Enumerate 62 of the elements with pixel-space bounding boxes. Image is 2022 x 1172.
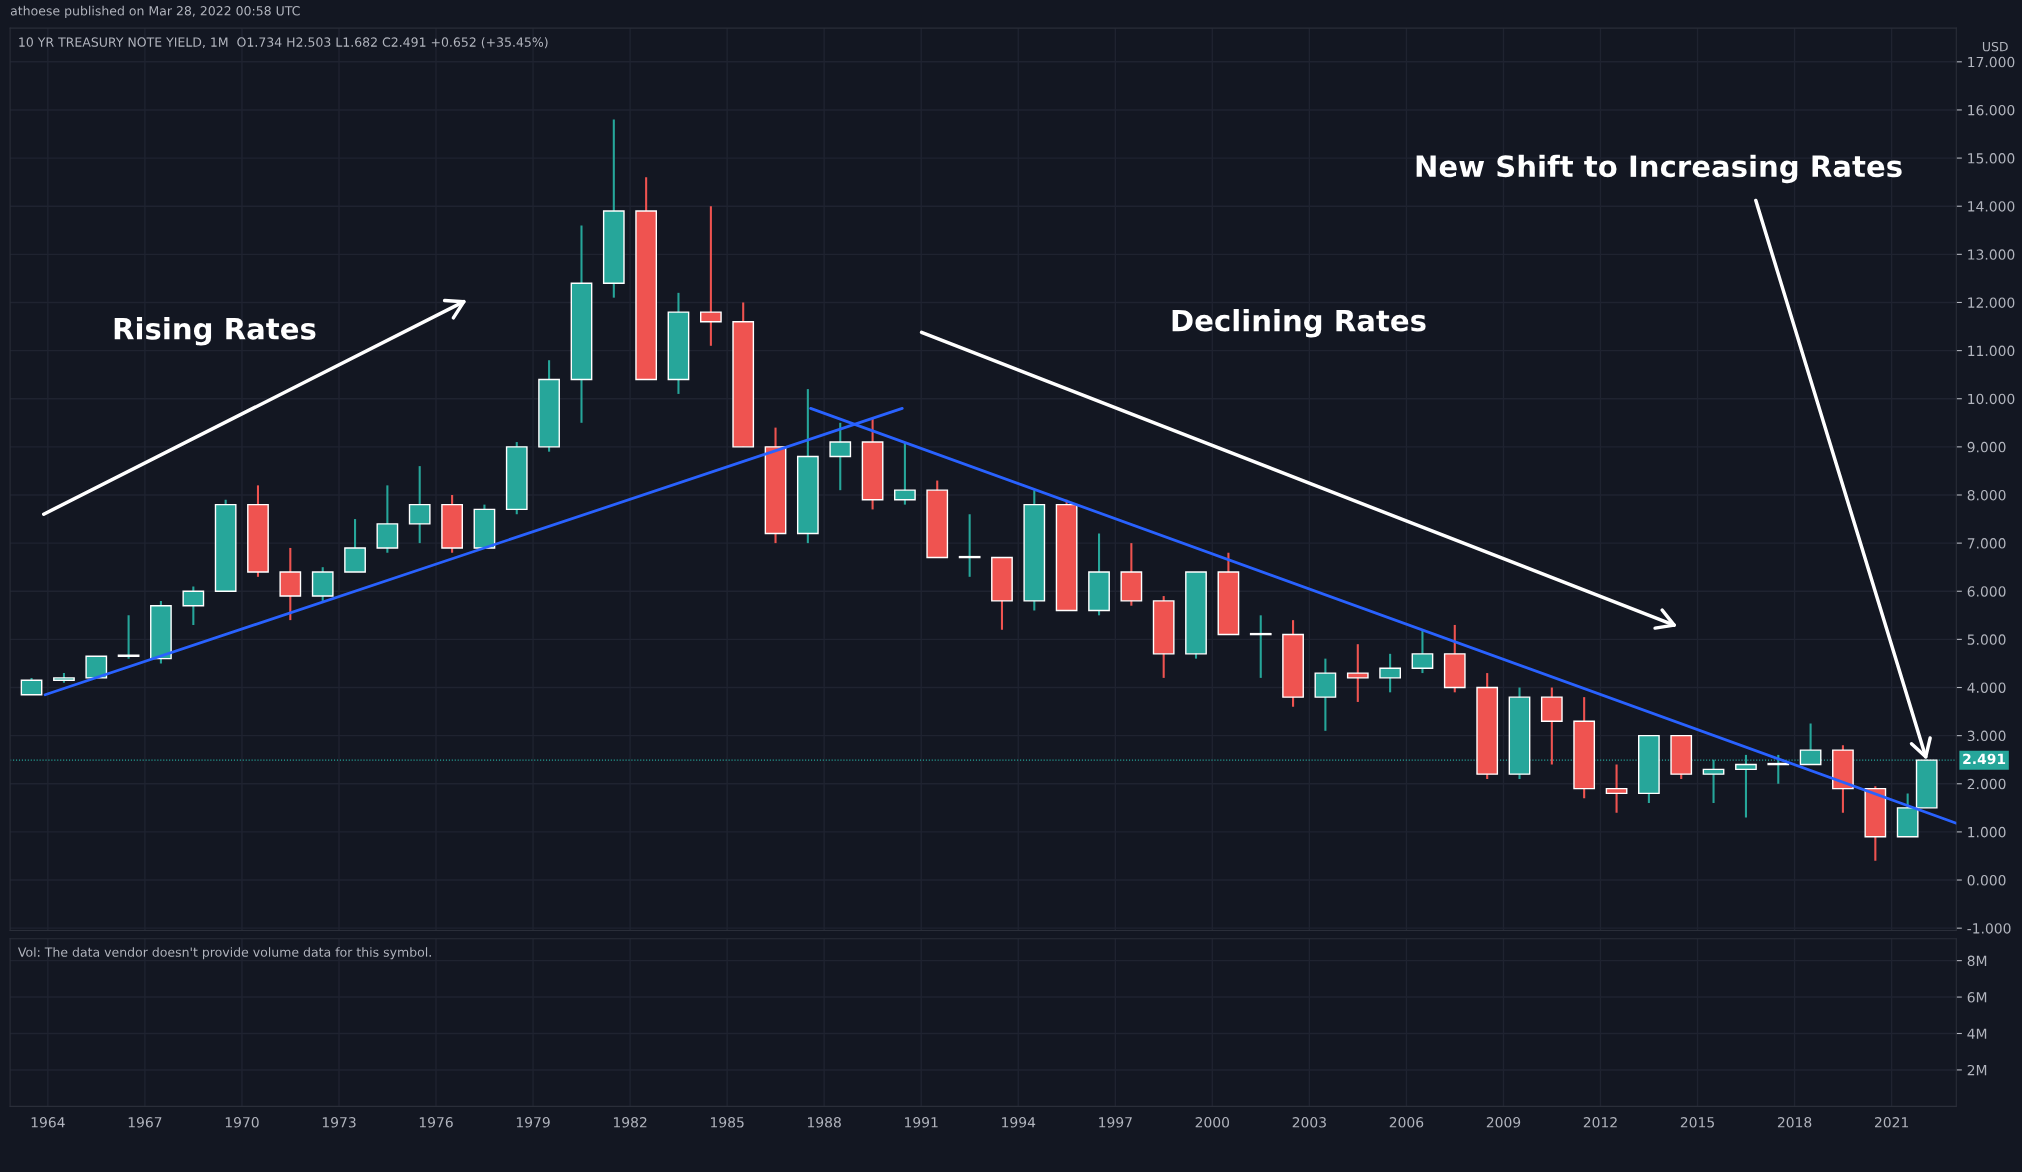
- x-tick-label: 1988: [808, 1117, 841, 1128]
- y-tick-label: 11.000: [1968, 345, 2015, 357]
- y-tick-label: 7.000: [1967, 538, 2006, 549]
- y-tick-label: 10.000: [1968, 393, 2015, 405]
- x-tick-label: 2021: [1874, 1117, 1909, 1128]
- candlestick: [408, 465, 431, 545]
- ref-line-label: 2.491: [1963, 753, 2006, 765]
- x-tick-label: 2000: [1195, 1117, 1230, 1128]
- y-tick-label: 14.000: [1968, 201, 2015, 212]
- x-tick-label: 1997: [1099, 1117, 1132, 1128]
- candlestick: [1605, 763, 1628, 814]
- x-tick-label: 1985: [711, 1117, 744, 1128]
- y-tick-label: 13.000: [1968, 249, 2015, 260]
- annotation: Rising Rates: [114, 317, 316, 346]
- text: athoese published on Mar 28, 2022 00:58 UTC: [10, 5, 300, 18]
- y-tick-label: 17.000: [1968, 56, 2015, 68]
- y-tick-label: 1.000: [1968, 826, 2006, 838]
- x-tick-label: 1991: [905, 1117, 938, 1128]
- y-tick-label: 8M: [1967, 955, 1987, 967]
- y-tick-label: -1.000: [1967, 923, 2011, 934]
- candlestick: [1346, 643, 1369, 703]
- annotation: Vol: The data vendor doesn't provide volume data for this symbol.: [17, 947, 431, 960]
- y-tick-label: 3.000: [1967, 730, 2006, 742]
- x-tick-label: 1976: [419, 1117, 453, 1128]
- candlestick: [1379, 652, 1402, 694]
- y-axis-title: USD: [1982, 41, 2008, 52]
- x-tick-label: 2006: [1389, 1117, 1424, 1128]
- y-tick-label: 9.000: [1967, 441, 2006, 453]
- candlestick: [699, 205, 722, 347]
- x-tick-label: 1964: [31, 1117, 65, 1128]
- y-tick-label: 16.000: [1968, 104, 2015, 116]
- y-tick-label: 4.000: [1967, 682, 2006, 693]
- x-tick-label: 2003: [1292, 1117, 1326, 1128]
- candlestick: [1411, 628, 1434, 675]
- text: 10 YR TREASURY NOTE YIELD, 1M O1.734 H2.503 L1.682 C2.491 +0.652 (+35.45%): [19, 37, 548, 49]
- x-tick-label: 1967: [128, 1117, 162, 1128]
- x-tick-label: 1979: [516, 1117, 550, 1128]
- candlestick: [1249, 614, 1272, 679]
- x-tick-label: 2009: [1486, 1117, 1521, 1128]
- x-tick-label: 2012: [1583, 1117, 1617, 1128]
- y-tick-label: 0.000: [1967, 875, 2006, 886]
- x-tick-label: 1994: [1002, 1117, 1036, 1128]
- y-tick-label: 6.000: [1967, 586, 2006, 597]
- candlestick: [958, 513, 981, 578]
- x-tick-label: 1982: [613, 1117, 647, 1128]
- y-tick-label: 2.000: [1967, 778, 2006, 790]
- x-tick-label: 2015: [1680, 1117, 1714, 1128]
- x-tick-label: 1970: [225, 1117, 259, 1128]
- y-tick-label: 4M: [1967, 1028, 1987, 1039]
- candlestick: [829, 421, 852, 492]
- y-tick-label: 6M: [1967, 992, 1987, 1003]
- y-tick-label: 12.000: [1968, 297, 2015, 308]
- x-tick-label: 2018: [1777, 1117, 1812, 1128]
- y-tick-label: 2M: [1967, 1064, 1987, 1076]
- candlestick: [182, 585, 205, 626]
- y-tick-label: 8.000: [1967, 489, 2006, 501]
- annotation: Declining Rates: [1172, 309, 1426, 338]
- x-tick-label: 1973: [322, 1117, 356, 1128]
- y-tick-label: 5.000: [1967, 634, 2006, 645]
- candlestick: [894, 441, 916, 506]
- annotation: New Shift to Increasing Rates: [1416, 154, 1902, 184]
- y-tick-label: 15.000: [1968, 153, 2015, 164]
